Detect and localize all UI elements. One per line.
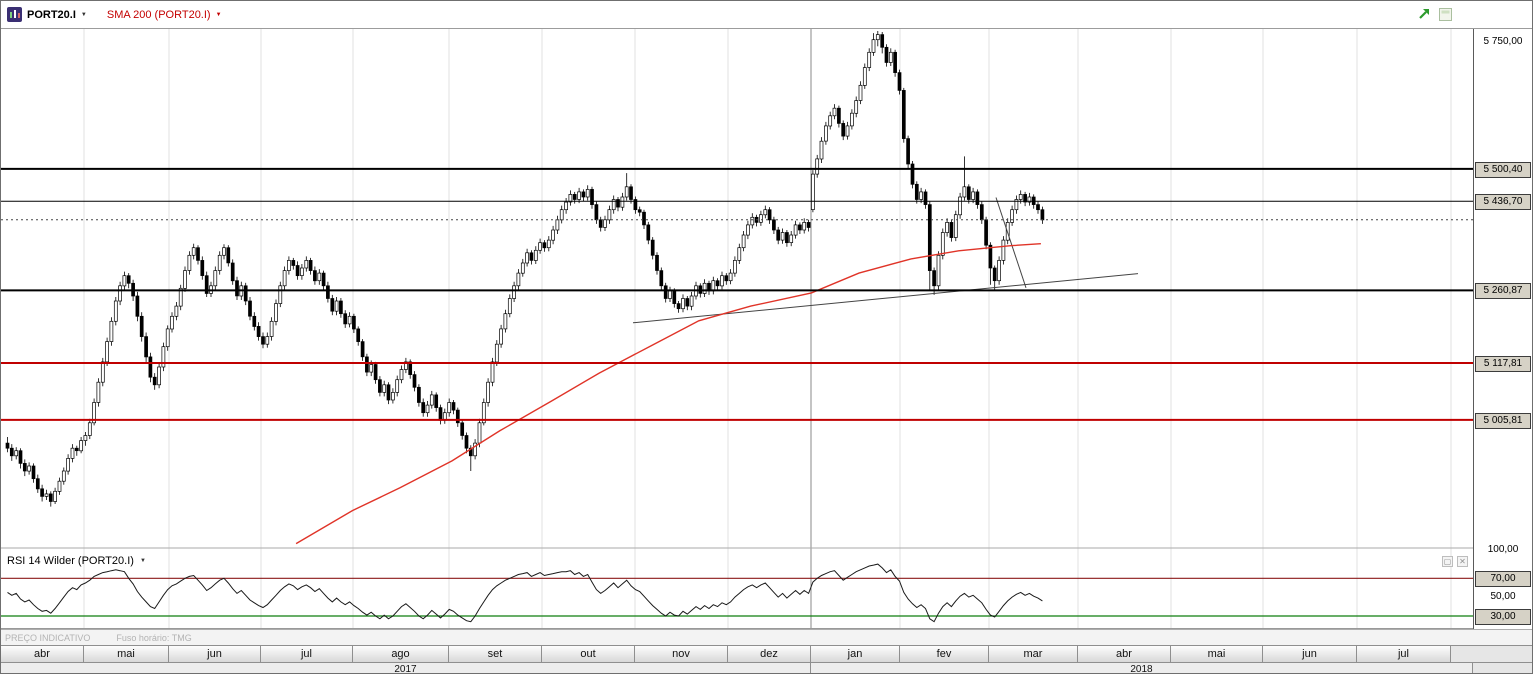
chart-canvas[interactable] — [1, 29, 1473, 629]
chevron-down-icon: ▼ — [215, 11, 222, 18]
timeline-month-cell: out — [542, 645, 635, 662]
sma200-line — [295, 243, 1041, 545]
rsi-indicator-label: RSI 14 Wilder (PORT20.I) — [7, 555, 134, 567]
year-filler — [1473, 663, 1532, 673]
axis-label: 70,00 — [1475, 571, 1531, 588]
timeline-month-cell: jun — [169, 645, 261, 662]
close-icon[interactable]: ✕ — [1457, 556, 1468, 567]
status-strip: PREÇO INDICATIVO Fuso horário: TMG — [1, 629, 1532, 645]
rsi-line — [7, 563, 1043, 623]
year-row: 2017 2018 — [1, 662, 1532, 673]
timeline-filler — [1451, 645, 1532, 662]
timeline-month-cell: nov — [635, 645, 728, 662]
axis-label: 5 117,81 — [1475, 356, 1531, 373]
timeline-month-cell: mar — [989, 645, 1078, 662]
axis-label: 30,00 — [1475, 609, 1531, 625]
timeline-month-cell: mai — [84, 645, 169, 662]
timeline-month-cell: jul — [261, 645, 353, 662]
trendline — [995, 197, 1027, 288]
chart-area: 5 750,00 5 500,40 5 436,70 5 260,87 5 117,81… — [1, 29, 1532, 629]
instrument-icon — [7, 7, 22, 22]
instrument-selector[interactable]: PORT20.I ▼ — [27, 9, 87, 21]
price-axis[interactable]: 5 750,00 5 500,40 5 436,70 5 260,87 5 117,81… — [1473, 29, 1532, 629]
timeline-month-cell: jan — [811, 645, 900, 662]
axis-label: 5 436,70 — [1475, 194, 1531, 211]
timeline-month-cell: ago — [353, 645, 449, 662]
rsi-indicator-selector[interactable]: RSI 14 Wilder (PORT20.I) ▼ — [7, 555, 146, 567]
chevron-down-icon: ▼ — [139, 558, 146, 564]
timeline-month-cell: fev — [900, 645, 989, 662]
toolbar: PORT20.I ▼ SMA 200 (PORT20.I) ▼ — [1, 1, 1532, 29]
trendline — [632, 273, 1139, 324]
instrument-label: PORT20.I — [27, 8, 76, 21]
sma-indicator-selector[interactable]: SMA 200 (PORT20.I) ▼ — [107, 9, 222, 21]
panel-icon[interactable] — [1439, 7, 1452, 26]
axis-label: 50,00 — [1490, 591, 1516, 603]
green-arrow-icon[interactable] — [1416, 6, 1432, 27]
axis-label: 5 750,00 — [1483, 36, 1523, 48]
year-cell: 2017 — [1, 663, 811, 673]
candlestick-series — [5, 31, 1045, 507]
timezone-note: Fuso horário: TMG — [116, 632, 192, 643]
axis-label: 5 005,81 — [1475, 412, 1531, 429]
timeline-month-cell: jun — [1263, 645, 1357, 662]
axis-label: 100,00 — [1487, 544, 1519, 555]
year-cell: 2018 — [811, 663, 1473, 673]
axis-label: 5 260,87 — [1475, 283, 1531, 300]
toolbar-right-icons — [1416, 6, 1452, 27]
rsi-pane-controls: ▢ ✕ — [1442, 556, 1468, 567]
timeline-month-cell: mai — [1171, 645, 1263, 662]
maximize-icon[interactable]: ▢ — [1442, 556, 1453, 567]
timeline-month-cell: jul — [1357, 645, 1451, 662]
chevron-down-icon: ▼ — [80, 11, 87, 18]
timeline[interactable]: abr mai jun jul ago set out nov dez jan fev mar abr m… — [1, 645, 1532, 662]
indicative-price-note: PREÇO INDICATIVO — [5, 632, 91, 643]
timeline-month-cell: dez — [728, 645, 811, 662]
timeline-month-cell: set — [449, 645, 542, 662]
axis-label: 5 500,40 — [1475, 161, 1531, 178]
timeline-month-cell: abr — [1, 645, 84, 662]
sma-indicator-label: SMA 200 (PORT20.I) — [106, 8, 211, 21]
timeline-month-cell: abr — [1078, 645, 1171, 662]
